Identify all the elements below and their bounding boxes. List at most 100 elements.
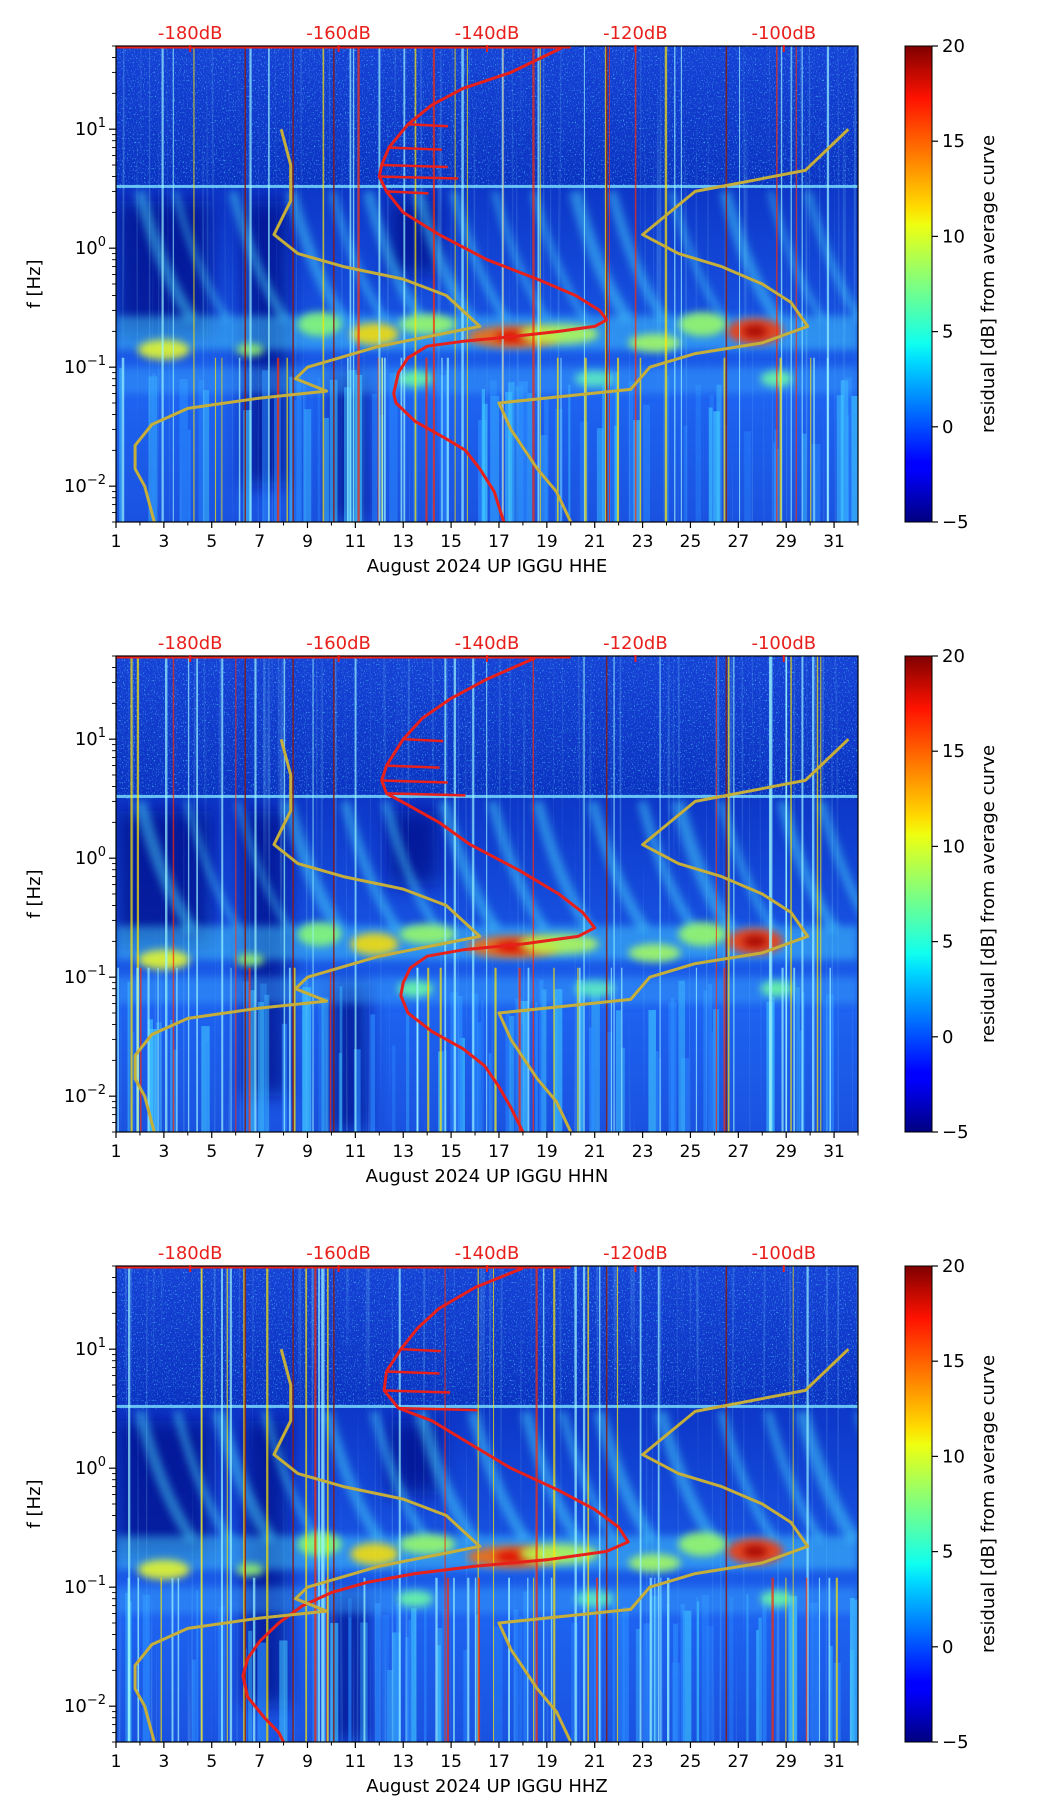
y-tick-label: 10−1 <box>64 1574 106 1598</box>
x-tick-label: 17 <box>488 1142 510 1162</box>
x-tick-label: 27 <box>728 1752 750 1772</box>
low-noise-model-curve <box>133 1348 482 1742</box>
noise-model-curves <box>133 656 850 1132</box>
colorbar-gradient <box>904 1265 933 1743</box>
colorbar-tick-label: 20 <box>942 1256 965 1277</box>
db-tick-label: -100dB <box>751 633 816 654</box>
x-tick-label: 5 <box>206 1752 217 1772</box>
colorbar: 20 15 10 5 0 −5 residual [dB] from average cur… <box>904 646 999 1143</box>
x-tick-label: 3 <box>158 1752 169 1772</box>
colorbar-tick-label: 5 <box>942 1542 953 1563</box>
ppsd-spike <box>384 1389 451 1394</box>
x-tick-label: 7 <box>254 1752 265 1772</box>
db-tick-label: -120dB <box>603 23 668 44</box>
colorbar-gradient <box>904 45 933 523</box>
x-tick-label: 15 <box>440 532 462 552</box>
x-tick-label: 11 <box>345 532 367 552</box>
colorbar-label: residual [dB] from average curve <box>978 135 999 433</box>
y-axis-label: f [Hz] <box>24 1479 45 1528</box>
db-tick-label: -160dB <box>306 1243 371 1264</box>
x-tick-label: 3 <box>158 532 169 552</box>
x-axis-label: August 2024 UP IGGU HHE <box>367 556 608 577</box>
db-tick-label: -140dB <box>455 633 520 654</box>
colorbar-tick-label: 0 <box>942 1637 953 1658</box>
x-tick-label: 21 <box>584 1752 606 1772</box>
colorbar-tick-label: 20 <box>942 36 965 57</box>
ppsd-spike <box>400 1347 441 1353</box>
x-tick-label: 19 <box>536 1142 558 1162</box>
x-tick-label: 11 <box>345 1142 367 1162</box>
heatmap-image <box>116 1266 858 1742</box>
colorbar-tick-label: −5 <box>942 512 969 533</box>
y-tick-label: 101 <box>75 116 106 140</box>
y-tick-label: 101 <box>75 726 106 750</box>
low-noise-model-curve <box>133 738 482 1132</box>
ppsd-mean-curve <box>380 656 597 1132</box>
x-tick-label: 29 <box>775 1752 797 1772</box>
x-tick-label: 15 <box>440 1752 462 1772</box>
x-tick-label: 15 <box>440 1142 462 1162</box>
x-tick-label: 9 <box>302 1752 313 1772</box>
noise-model-curves <box>133 46 850 522</box>
ppsd-spike <box>407 123 449 128</box>
colorbar-tick-label: 5 <box>942 322 953 343</box>
db-tick-label: -100dB <box>751 23 816 44</box>
x-axis-label: August 2024 UP IGGU HHZ <box>366 1776 608 1797</box>
x-tick-label: 29 <box>775 1142 797 1162</box>
x-tick-label: 19 <box>536 1752 558 1772</box>
x-tick-label: 1 <box>111 1752 122 1772</box>
colorbar-gradient <box>904 655 933 1133</box>
y-tick-label: 10−2 <box>64 1083 106 1107</box>
colorbar-tick-label: 10 <box>942 226 965 247</box>
colorbar-tick-label: −5 <box>942 1122 969 1143</box>
db-tick-label: -120dB <box>603 1243 668 1264</box>
x-tick-label: 17 <box>488 532 510 552</box>
ppsd-spike <box>398 1406 478 1412</box>
x-tick-label: 21 <box>584 532 606 552</box>
colorbar-tick-label: 15 <box>942 1351 965 1372</box>
x-tick-label: 5 <box>206 1142 217 1162</box>
x-tick-label: 11 <box>345 1752 367 1772</box>
heatmap-image <box>116 656 858 1132</box>
low-noise-model-curve <box>133 128 482 522</box>
x-tick-label: 25 <box>680 532 702 552</box>
colorbar-tick-label: 15 <box>942 131 965 152</box>
colorbar-tick-label: 15 <box>942 741 965 762</box>
colorbar-label: residual [dB] from average curve <box>978 1355 999 1653</box>
y-tick-label: 101 <box>75 1336 106 1360</box>
y-axis-label: f [Hz] <box>24 869 45 918</box>
colorbar: 20 15 10 5 0 −5 residual [dB] from average cur… <box>904 1256 999 1753</box>
db-tick-label: -140dB <box>455 1243 520 1264</box>
x-tick-label: 1 <box>111 532 122 552</box>
x-tick-label: 13 <box>392 1142 414 1162</box>
y-tick-label: 10−1 <box>64 964 106 988</box>
colorbar: 20 15 10 5 0 −5 residual [dB] from average cur… <box>904 36 999 533</box>
high-noise-model-curve <box>497 738 850 1132</box>
noise-model-curves <box>133 1266 850 1742</box>
ppsd-spike <box>388 146 442 151</box>
ppsd-spike <box>381 779 448 784</box>
ppsd-spike <box>386 792 466 797</box>
y-axis-label: f [Hz] <box>24 259 45 308</box>
x-tick-label: 31 <box>823 1752 845 1772</box>
colorbar-tick-label: 10 <box>942 1446 965 1467</box>
colorbar-tick-label: 20 <box>942 646 965 667</box>
y-tick-label: 10−2 <box>64 1693 106 1717</box>
y-tick-label: 100 <box>75 845 106 869</box>
colorbar-tick-label: −5 <box>942 1732 969 1753</box>
high-noise-model-curve <box>497 1348 850 1742</box>
x-tick-label: 3 <box>158 1142 169 1162</box>
x-tick-label: 25 <box>680 1752 702 1772</box>
y-tick-label: 100 <box>75 1455 106 1479</box>
colorbar-tick-label: 10 <box>942 836 965 857</box>
colorbar-tick-label: 5 <box>942 932 953 953</box>
ppsd-spike <box>386 764 440 769</box>
x-tick-label: 9 <box>302 532 313 552</box>
x-tick-label: 13 <box>392 532 414 552</box>
ppsd-spike <box>381 163 448 169</box>
colorbar-label: residual [dB] from average curve <box>978 745 999 1043</box>
heatmap-image <box>116 46 858 522</box>
